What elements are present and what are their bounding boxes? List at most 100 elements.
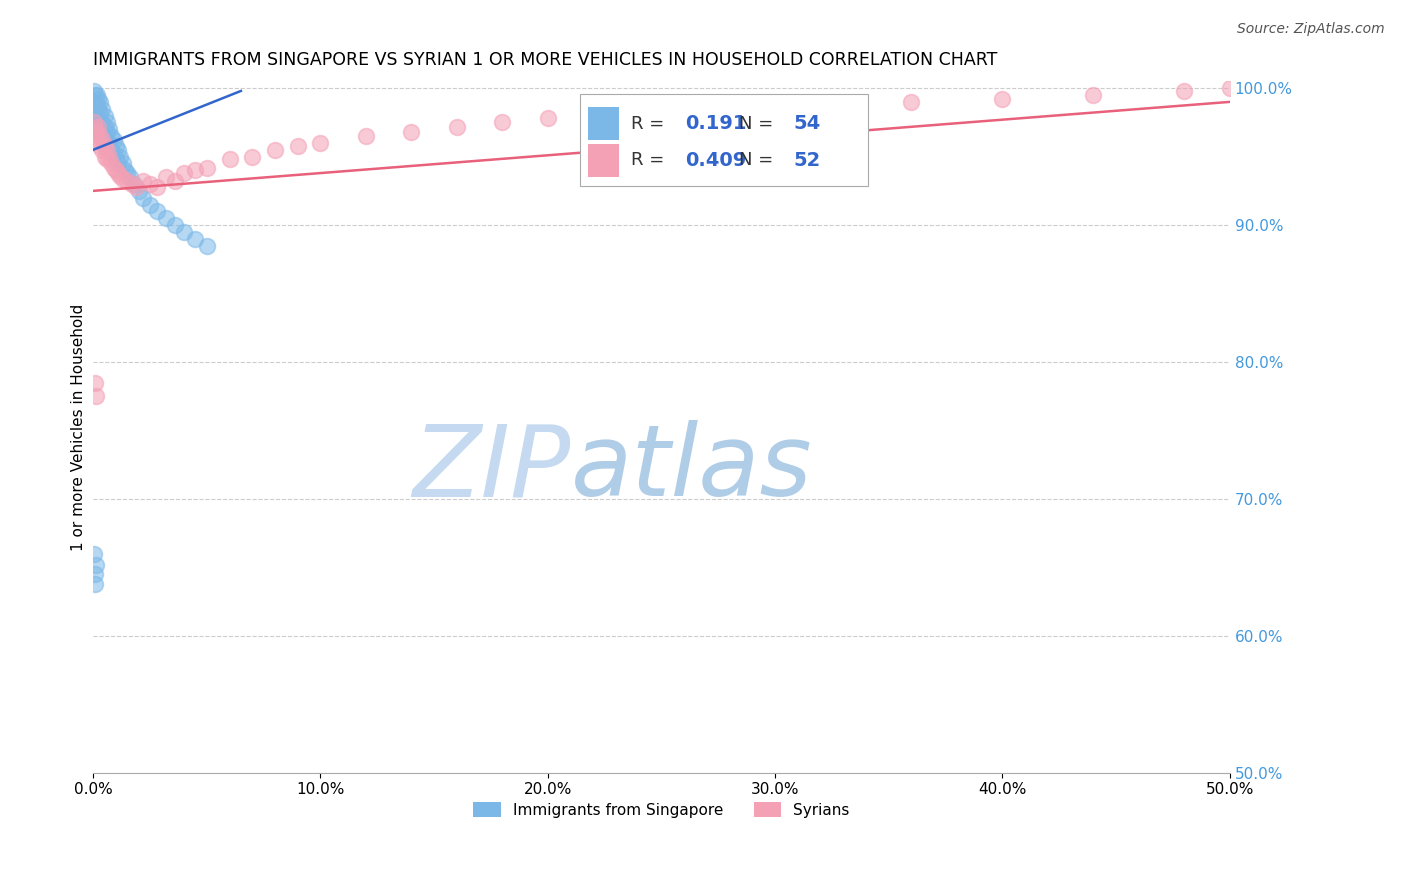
Point — [84, 88, 107, 103]
Point — [104, 153, 127, 167]
Point — [91, 129, 114, 144]
Point — [84, 122, 107, 136]
Point — [93, 138, 115, 153]
Point — [84, 102, 107, 116]
Y-axis label: 1 or more Vehicles in Household: 1 or more Vehicles in Household — [72, 303, 86, 550]
Point — [84, 389, 107, 403]
Point — [117, 166, 139, 180]
Point — [93, 150, 115, 164]
Point — [87, 112, 110, 126]
Point — [218, 153, 240, 167]
Text: 0.409: 0.409 — [685, 151, 747, 169]
Point — [100, 129, 122, 144]
Point — [132, 174, 155, 188]
Point — [87, 133, 110, 147]
Point — [104, 163, 127, 178]
Point — [91, 115, 114, 129]
Point — [89, 115, 111, 129]
Point — [991, 92, 1014, 106]
Point — [91, 102, 114, 116]
Point — [627, 109, 650, 123]
Point — [125, 179, 148, 194]
Point — [173, 166, 195, 180]
Text: IMMIGRANTS FROM SINGAPORE VS SYRIAN 1 OR MORE VEHICLES IN HOUSEHOLD CORRELATION : IMMIGRANTS FROM SINGAPORE VS SYRIAN 1 OR… — [93, 51, 998, 69]
Point — [110, 150, 132, 164]
Point — [184, 232, 207, 246]
Point — [146, 179, 169, 194]
Text: 0.191: 0.191 — [685, 114, 747, 133]
Point — [195, 161, 218, 175]
Point — [491, 115, 513, 129]
Point — [537, 112, 560, 126]
Point — [86, 88, 108, 103]
Point — [83, 115, 105, 129]
Text: N =: N = — [738, 151, 779, 169]
Point — [107, 166, 129, 180]
Point — [84, 376, 107, 390]
Point — [96, 138, 118, 153]
FancyBboxPatch shape — [588, 107, 620, 140]
FancyBboxPatch shape — [579, 94, 869, 186]
Point — [83, 547, 105, 561]
Point — [146, 204, 169, 219]
Legend: Immigrants from Singapore, Syrians: Immigrants from Singapore, Syrians — [467, 796, 856, 824]
Point — [103, 147, 125, 161]
Point — [184, 163, 207, 178]
Point — [84, 109, 107, 123]
Point — [354, 129, 377, 144]
Point — [1173, 84, 1195, 98]
Point — [264, 143, 287, 157]
Point — [114, 163, 136, 178]
Point — [139, 177, 162, 191]
Point — [173, 225, 195, 239]
Point — [139, 197, 162, 211]
Point — [900, 95, 922, 109]
Point — [87, 120, 110, 134]
Point — [91, 143, 114, 157]
Point — [104, 138, 127, 153]
Point — [103, 161, 125, 175]
Point — [93, 138, 115, 153]
Point — [118, 170, 141, 185]
Text: 54: 54 — [793, 114, 821, 133]
Point — [84, 558, 107, 572]
Point — [96, 115, 118, 129]
Point — [87, 102, 110, 116]
Point — [96, 153, 118, 167]
Point — [100, 156, 122, 170]
Point — [89, 125, 111, 139]
Point — [89, 138, 111, 153]
Point — [1219, 81, 1241, 95]
Point — [83, 84, 105, 98]
Point — [107, 143, 129, 157]
Point — [240, 150, 263, 164]
Point — [89, 105, 111, 120]
Point — [89, 129, 111, 144]
Point — [91, 133, 114, 147]
Point — [446, 120, 468, 134]
Point — [107, 156, 129, 170]
Point — [155, 211, 177, 226]
Text: R =: R = — [631, 151, 669, 169]
Point — [87, 120, 110, 134]
Point — [98, 136, 121, 150]
Point — [84, 129, 107, 144]
Point — [86, 97, 108, 112]
Text: Source: ZipAtlas.com: Source: ZipAtlas.com — [1237, 22, 1385, 37]
Point — [96, 143, 118, 157]
Point — [93, 109, 115, 123]
Point — [89, 95, 111, 109]
Point — [121, 177, 143, 191]
Point — [163, 174, 186, 188]
Text: N =: N = — [738, 114, 779, 133]
Point — [132, 191, 155, 205]
Point — [718, 102, 741, 116]
Point — [117, 174, 139, 188]
Point — [86, 125, 108, 139]
Point — [122, 177, 145, 191]
Point — [93, 120, 115, 134]
Point — [287, 138, 309, 153]
Point — [96, 125, 118, 139]
Point — [87, 92, 110, 106]
Point — [401, 125, 423, 139]
